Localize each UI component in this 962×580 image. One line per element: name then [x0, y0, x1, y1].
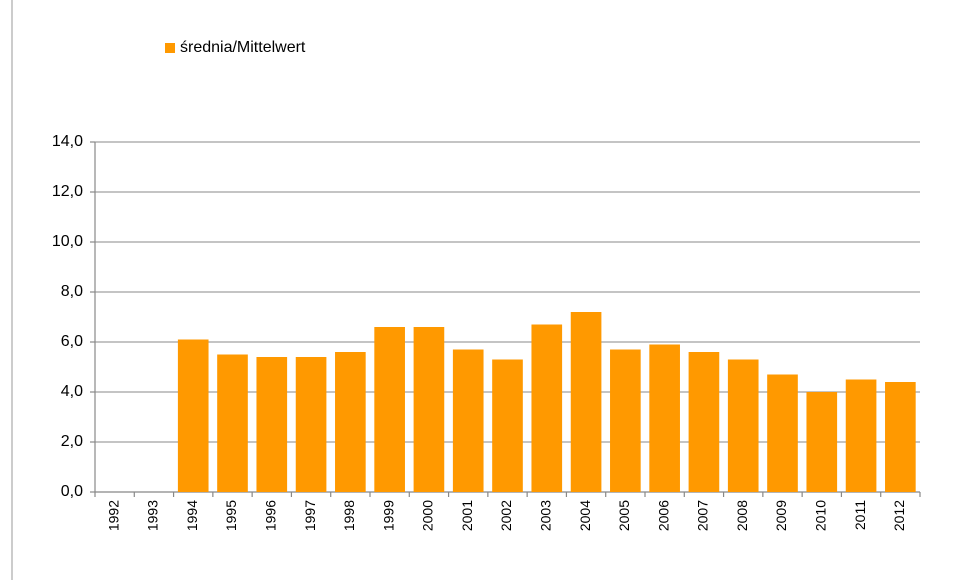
x-tick-label: 2005 — [616, 500, 632, 531]
y-tick-label: 0,0 — [61, 483, 83, 500]
x-tick-label: 2010 — [812, 500, 828, 531]
bar — [256, 357, 288, 492]
x-tick-label: 1998 — [341, 500, 357, 531]
x-tick-label: 2001 — [459, 500, 475, 531]
bar — [217, 354, 248, 492]
bar — [767, 374, 798, 492]
x-tick-label: 2004 — [577, 500, 593, 531]
bar — [610, 349, 641, 492]
bar — [413, 327, 445, 492]
x-tick-label: 2008 — [734, 500, 750, 531]
bar — [295, 357, 327, 492]
x-tick-label: 1997 — [302, 500, 318, 531]
x-tick-label: 2007 — [695, 500, 711, 531]
bar — [727, 359, 759, 492]
legend-swatch — [165, 43, 175, 53]
x-tick-label: 1994 — [184, 500, 200, 531]
x-tick-label: 2002 — [498, 500, 514, 531]
x-tick-label: 1999 — [380, 500, 396, 531]
bar — [177, 339, 209, 492]
y-tick-label: 12,0 — [52, 183, 83, 200]
x-tick-label: 1996 — [262, 500, 278, 531]
x-tick-label: 1993 — [145, 500, 161, 531]
y-tick-label: 14,0 — [52, 133, 83, 150]
x-tick-label: 2003 — [537, 500, 553, 531]
x-tick-label: 2011 — [852, 500, 868, 530]
bar — [570, 312, 602, 492]
bar — [649, 344, 680, 492]
y-tick-label: 4,0 — [61, 383, 83, 400]
bar — [688, 352, 720, 492]
x-tick-label: 1992 — [105, 500, 121, 531]
y-tick-label: 2,0 — [61, 433, 83, 450]
bar — [845, 379, 877, 492]
x-tick-label: 2009 — [773, 500, 789, 531]
x-tick-label: 1995 — [223, 500, 239, 531]
x-tick-label: 2006 — [655, 500, 671, 531]
bar — [492, 359, 523, 492]
bar — [374, 327, 405, 492]
bar — [806, 392, 838, 492]
y-tick-label: 6,0 — [61, 333, 83, 350]
y-tick-label: 8,0 — [61, 283, 83, 300]
bar — [531, 324, 563, 492]
y-tick-label: 10,0 — [52, 233, 83, 250]
bar — [452, 349, 484, 492]
bar — [885, 382, 916, 492]
x-tick-label: 2000 — [420, 500, 436, 531]
bar — [335, 352, 366, 492]
legend-label: średnia/Mittelwert — [180, 39, 306, 56]
x-tick-label: 2012 — [891, 500, 907, 531]
